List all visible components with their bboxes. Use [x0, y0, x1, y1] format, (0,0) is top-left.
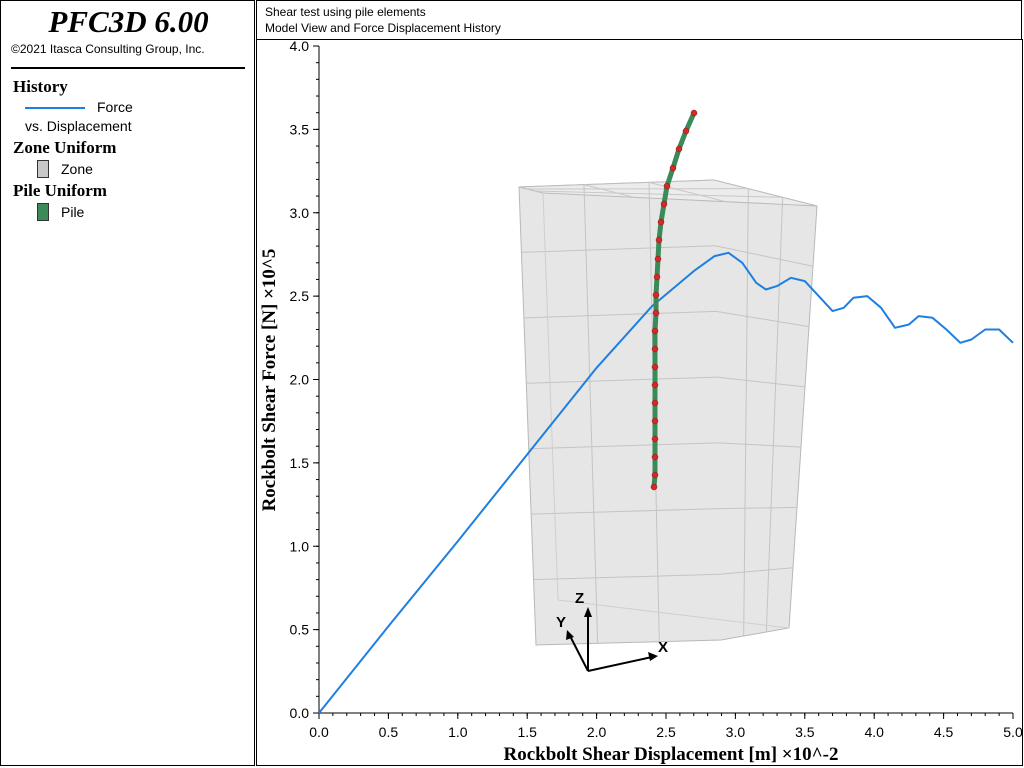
- pile-node: [675, 145, 683, 153]
- pile-body: [651, 110, 697, 490]
- pile-node: [654, 255, 662, 263]
- x-tick-label: 1.5: [517, 724, 537, 740]
- zone-color-swatch: [37, 160, 49, 178]
- x-tick-label: 2.5: [656, 724, 676, 740]
- axes-triad: Z X Y: [556, 590, 668, 672]
- x-tick-label: 3.0: [726, 724, 746, 740]
- zone-grid-line: [648, 181, 726, 203]
- pile-node: [651, 435, 659, 443]
- y-tick-label: 4.0: [290, 38, 310, 54]
- zone-grid-line: [765, 197, 784, 633]
- force-displacement-chart: 0.0 0.5 1.0 1.5 2.0 2.5 3.0 3.5 4.0 0.0 0.5 1.0 1.5 2…: [259, 38, 1023, 765]
- z-arrowhead-icon: [584, 607, 592, 617]
- legend-panel: PFC3D 6.00 ©2021 Itasca Consulting Group…: [0, 0, 255, 766]
- zone-grid-line: [743, 188, 749, 637]
- series-line-force: [318, 251, 1014, 714]
- x-tick-label: 3.5: [795, 724, 815, 740]
- copyright-text: ©2021 Itasca Consulting Group, Inc.: [11, 42, 205, 56]
- x-axis-line: [587, 656, 653, 672]
- legend-zone-heading: Zone Uniform: [13, 138, 117, 157]
- pile-node: [651, 345, 659, 353]
- zone-grid-line: [534, 190, 783, 198]
- pile-elements: [650, 109, 698, 491]
- legend-force-label: Force: [97, 99, 133, 115]
- y-tick-label: 3.0: [290, 205, 310, 221]
- legend-history-heading: History: [13, 77, 68, 96]
- zone-grid-line: [521, 245, 716, 253]
- zone-grid-line: [718, 506, 798, 510]
- pile-node: [650, 483, 658, 491]
- pile-node: [653, 273, 661, 281]
- app-title: PFC3D 6.00: [48, 4, 209, 39]
- zone-grid-line: [528, 442, 719, 450]
- pile-node: [651, 327, 659, 335]
- legend-force-sublabel: vs. Displacement: [25, 118, 132, 134]
- pile-node: [660, 200, 668, 208]
- title-divider: [11, 67, 245, 69]
- zone-grid-line: [533, 573, 721, 581]
- x-tick-label: 4.5: [934, 724, 954, 740]
- pile-node: [657, 218, 665, 226]
- y-tick-label: 0.5: [290, 622, 310, 638]
- plot-area: [256, 39, 1023, 766]
- zone-grid-line: [531, 508, 720, 515]
- y-tick-label: 2.5: [290, 288, 310, 304]
- y-axis-label: Y: [556, 614, 566, 631]
- x-tick-label: 0.5: [379, 724, 399, 740]
- pile-node: [652, 309, 660, 317]
- pile-node: [669, 164, 677, 172]
- zone-grid-line: [719, 567, 794, 575]
- pile-node: [690, 109, 698, 117]
- y-tick-label: 2.0: [290, 372, 310, 388]
- x-tick-label: 4.0: [864, 724, 884, 740]
- legend-pile-heading: Pile Uniform: [13, 181, 107, 200]
- x-arrowhead-icon: [648, 652, 658, 661]
- legend-pile-label: Pile: [61, 204, 85, 220]
- x-tick-label: 0.0: [309, 724, 329, 740]
- y-axis-line: [568, 633, 589, 672]
- pile-node: [651, 417, 659, 425]
- pile-node: [651, 381, 659, 389]
- pile-node: [652, 291, 660, 299]
- y-tick-label: 1.0: [290, 538, 310, 554]
- x-tick-label: 1.0: [448, 724, 468, 740]
- x-tick-label: 5.0: [1003, 724, 1023, 740]
- zone-grid-line: [523, 310, 717, 319]
- zone-block: [518, 179, 818, 646]
- plot-title: Shear test using pile elements: [265, 5, 426, 19]
- y-tick-label: 1.5: [290, 455, 310, 471]
- pile-node: [651, 471, 659, 479]
- x-axis-label: X: [658, 639, 668, 656]
- pile-node: [651, 399, 659, 407]
- pile-node: [655, 236, 663, 244]
- model-view: [518, 179, 818, 646]
- x-tick-label: 2.0: [587, 724, 607, 740]
- zone-grid-line: [526, 376, 718, 384]
- legend-zone-label: Zone: [61, 161, 93, 177]
- pile-node: [682, 127, 690, 135]
- zone-back-edge: [557, 599, 790, 629]
- z-axis-label: Z: [575, 590, 584, 607]
- zone-grid-line: [717, 442, 802, 448]
- pile-node: [651, 363, 659, 371]
- force-line-swatch: [25, 107, 85, 109]
- zone-grid-line: [583, 184, 635, 198]
- plot-subtitle: Model View and Force Displacement Histor…: [265, 21, 501, 35]
- zone-grid-line: [716, 376, 806, 388]
- zone-back-edge: [542, 192, 559, 601]
- pile-node: [651, 453, 659, 461]
- y-axis-title: Rockbolt Shear Force [N] ×10^5: [259, 249, 280, 512]
- y-tick-label: 0.0: [290, 705, 310, 721]
- y-arrowhead-icon: [566, 630, 574, 640]
- y-tick-label: 3.5: [290, 121, 310, 137]
- zone-grid-line: [715, 310, 810, 328]
- zone-grid-line: [714, 245, 814, 267]
- pile-color-swatch: [37, 203, 49, 221]
- pile-node: [663, 182, 671, 190]
- zone-grid-line: [583, 184, 599, 644]
- x-axis-title: Rockbolt Shear Displacement [m] ×10^-2: [504, 744, 839, 765]
